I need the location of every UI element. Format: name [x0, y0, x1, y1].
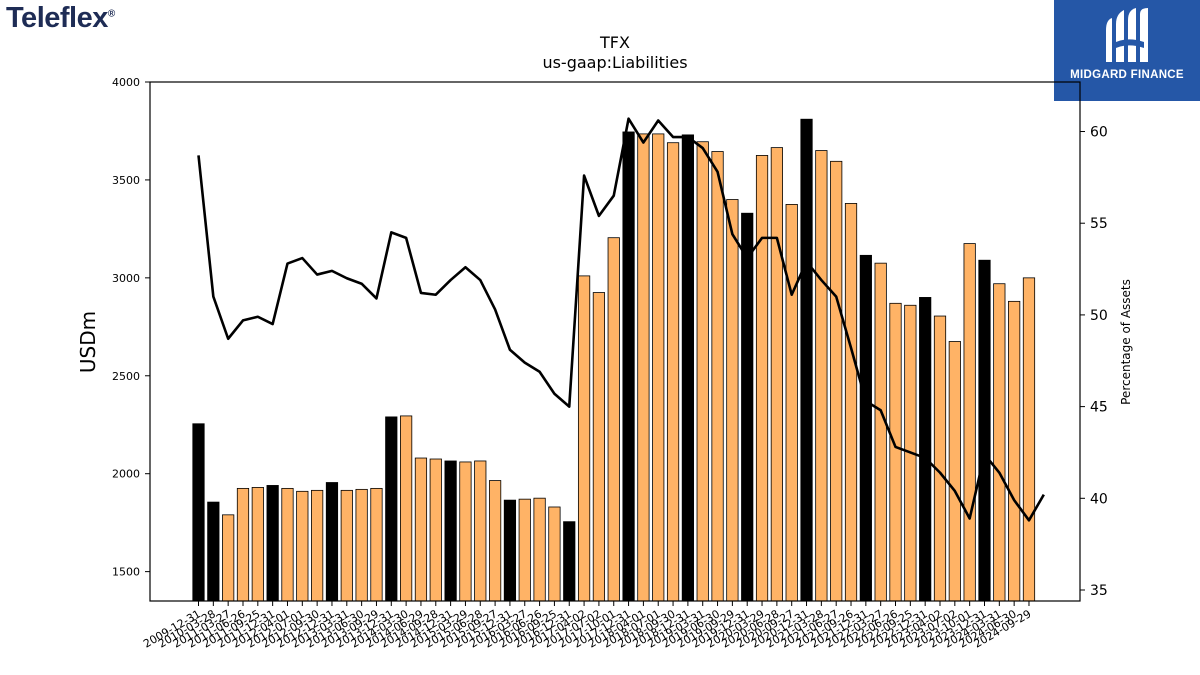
- bar-2014-09-28: [474, 460, 487, 602]
- bar-2020-03-29: [800, 118, 813, 602]
- bar-2018-09-30: [711, 151, 724, 602]
- bar-2023-12-31: [1022, 277, 1036, 602]
- bar-2015-06-28: [518, 498, 531, 602]
- bar-2020-06-28: [815, 150, 828, 602]
- bar-2015-12-31: [548, 506, 561, 602]
- bar-2013-06-30: [400, 415, 413, 602]
- teleflex-logo: Teleflex®: [6, 2, 115, 34]
- bar-2016-06-26: [577, 275, 591, 602]
- bar-2010-06-27: [222, 514, 235, 602]
- bar-2016-09-25: [592, 292, 606, 602]
- bar-2021-06-27: [874, 262, 887, 602]
- bar-2018-04-01: [681, 134, 694, 602]
- bar-2010-03-28: [207, 501, 220, 602]
- bar-2021-09-26: [889, 302, 902, 602]
- midgard-finance-wordmark: MIDGARD FINANCE: [1070, 69, 1184, 81]
- bar-2012-04-01: [325, 482, 339, 602]
- bar-2012-12-31: [370, 487, 383, 602]
- bar-2016-03-27: [563, 521, 576, 602]
- bar-2017-04-02: [622, 131, 635, 602]
- bar-2013-03-31: [385, 416, 398, 602]
- bar-2019-06-30: [755, 155, 769, 602]
- percentage-line: [197, 117, 1045, 522]
- bar-2012-09-30: [355, 488, 368, 602]
- bar-2016-12-31: [607, 237, 620, 602]
- bar-2023-07-02: [993, 283, 1006, 602]
- bar-2010-09-26: [236, 487, 250, 602]
- y-tick-label: 4000: [112, 76, 140, 89]
- bar-2019-12-31: [785, 204, 798, 602]
- bar-2019-09-29: [770, 147, 783, 602]
- bar-2014-03-30: [444, 460, 457, 602]
- chart-title: TFX: [599, 33, 630, 52]
- bar-2015-03-29: [503, 499, 517, 602]
- y2-tick-label: 35: [1090, 583, 1108, 599]
- bar-2010-12-31: [251, 487, 264, 602]
- plot-frame: [149, 81, 1081, 602]
- bar-2015-09-27: [533, 497, 546, 602]
- midgard-emblem-icon: [1106, 8, 1148, 62]
- bar-series: [192, 118, 1036, 602]
- bar-2012-07-01: [340, 489, 353, 602]
- bar-2022-12-31: [963, 243, 976, 602]
- bar-2013-12-31: [429, 458, 442, 602]
- bar-2019-03-31: [741, 212, 754, 602]
- bar-2011-03-27: [266, 485, 279, 602]
- midgard-finance-logo: MIDGARD FINANCE: [1054, 0, 1200, 101]
- y2-tick-label: 40: [1090, 491, 1108, 507]
- bar-2011-06-26: [281, 487, 294, 602]
- y-tick-label: 2000: [112, 468, 140, 481]
- axes: 1500200025003000350040003540455055602009…: [112, 76, 1108, 651]
- bar-2022-09-25: [948, 341, 961, 602]
- bar-2011-09-25: [296, 490, 309, 602]
- bar-2013-09-29: [414, 457, 428, 602]
- y2-tick-label: 60: [1090, 125, 1108, 141]
- line-series: [197, 117, 1045, 522]
- y2-tick-label: 55: [1090, 216, 1108, 232]
- bar-2011-12-31: [311, 489, 324, 602]
- bar-2020-12-31: [844, 203, 858, 602]
- bar-2009-12-31: [192, 423, 205, 602]
- bar-2023-10-01: [1008, 300, 1021, 602]
- y-tick-label: 1500: [112, 566, 140, 579]
- chart-subtitle: us-gaap:Liabilities: [542, 53, 687, 72]
- bar-2018-07-01: [696, 141, 709, 602]
- y-tick-label: 2500: [112, 370, 140, 383]
- bar-2023-04-02: [978, 259, 991, 602]
- bar-2014-12-31: [488, 480, 502, 602]
- bar-2018-12-31: [726, 199, 739, 602]
- bar-2020-09-27: [830, 160, 843, 602]
- bar-2021-03-28: [859, 254, 872, 602]
- bar-2014-06-29: [459, 461, 472, 602]
- y-tick-label: 3500: [112, 174, 140, 187]
- y2-tick-label: 45: [1090, 400, 1108, 416]
- bar-2017-07-02: [637, 133, 650, 602]
- bar-2017-12-31: [666, 142, 680, 602]
- y-tick-label: 3000: [112, 272, 140, 285]
- bar-2022-06-26: [933, 315, 947, 602]
- bar-2022-03-27: [919, 297, 932, 602]
- y2-tick-label: 50: [1090, 308, 1108, 324]
- bar-2017-10-01: [652, 133, 665, 602]
- y-axis-label: USDm: [76, 311, 100, 373]
- y2-axis-label: Percentage of Assets: [1119, 279, 1133, 405]
